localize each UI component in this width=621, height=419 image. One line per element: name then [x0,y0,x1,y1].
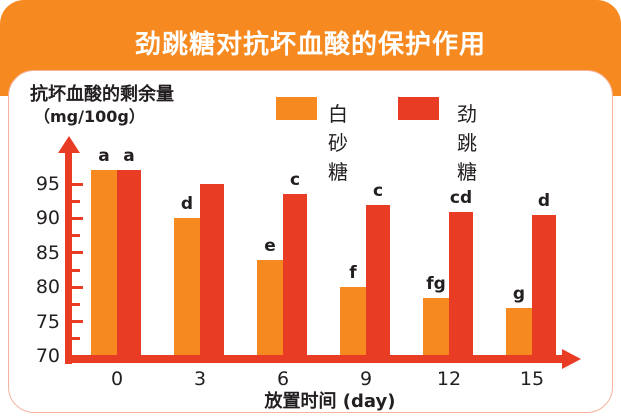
y-axis-arrow-icon [57,136,80,153]
x-tick-label-0: 0 [110,368,124,390]
y-minor-tick-92.5 [72,199,80,203]
legend-swatch-white-sugar [276,97,317,120]
sig-label-white-sugar-day12: fg [426,273,446,294]
y-axis-title-line1: 抗坏血酸的剩余量 [30,84,174,105]
bar-white-sugar-day0 [91,170,117,356]
y-major-tick-75 [72,320,83,324]
y-major-tick-80 [72,285,83,289]
x-axis-line [65,355,565,363]
x-tick-label-9: 9 [359,368,373,390]
sig-label-white-sugar-day9: f [349,263,357,284]
sig-label-white-sugar-day6: e [264,235,276,256]
bar-popping-candy-day0 [117,170,141,356]
x-tick-label-6: 6 [276,368,290,390]
y-minor-tick-82.5 [72,268,80,272]
sig-label-white-sugar-day0: a [98,146,110,167]
x-tick-label-12: 12 [436,368,462,390]
bar-white-sugar-day9 [340,287,366,356]
bar-popping-candy-day12 [449,211,473,356]
y-tick-label-80: 80 [35,276,60,299]
y-major-tick-90 [72,216,83,220]
bar-popping-candy-day6 [283,194,307,356]
bar-white-sugar-day12 [423,297,449,356]
chart-title: 劲跳糖对抗坏血酸的保护作用 [134,30,486,60]
sig-label-white-sugar-day15: g [512,283,526,304]
sig-label-popping-candy-day0: a [123,146,135,167]
y-major-tick-95 [72,182,83,186]
sig-label-white-sugar-day3: d [180,194,194,215]
bar-white-sugar-day3 [174,218,200,356]
y-tick-label-90: 90 [35,207,60,230]
sig-label-popping-candy-day12: cd [449,187,473,208]
y-major-tick-85 [72,251,83,255]
legend-label-white-sugar: 白砂糖 [328,102,348,184]
y-tick-label-70: 70 [35,345,60,367]
sig-label-popping-candy-day6: c [289,170,301,191]
y-minor-tick-72.5 [72,337,80,341]
bar-popping-candy-day3 [200,184,224,356]
y-minor-tick-77.5 [72,302,80,306]
x-axis-title: 放置时间 (day) [264,391,396,412]
y-axis-line [65,151,72,364]
x-tick-label-3: 3 [193,368,207,390]
legend-label-popping-candy: 劲跳糖 [457,102,477,184]
y-minor-tick-87.5 [72,234,80,238]
bar-white-sugar-day6 [257,259,283,356]
y-axis-title: 抗坏血酸的剩余量 （mg/100g） [30,84,174,127]
x-tick-label-15: 15 [519,368,545,390]
sig-label-popping-candy-day9: c [372,180,384,201]
sig-label-popping-candy-day15: d [537,190,551,211]
y-tick-label-75: 75 [35,310,60,333]
y-tick-label-85: 85 [35,241,60,264]
x-axis-arrow-icon [562,349,581,369]
bar-popping-candy-day9 [366,204,390,356]
legend-swatch-popping-candy [398,97,439,120]
y-tick-label-95: 95 [35,173,60,195]
bar-white-sugar-day15 [506,307,532,356]
bar-popping-candy-day15 [532,214,556,356]
y-axis-title-line2: （mg/100g） [34,106,145,126]
